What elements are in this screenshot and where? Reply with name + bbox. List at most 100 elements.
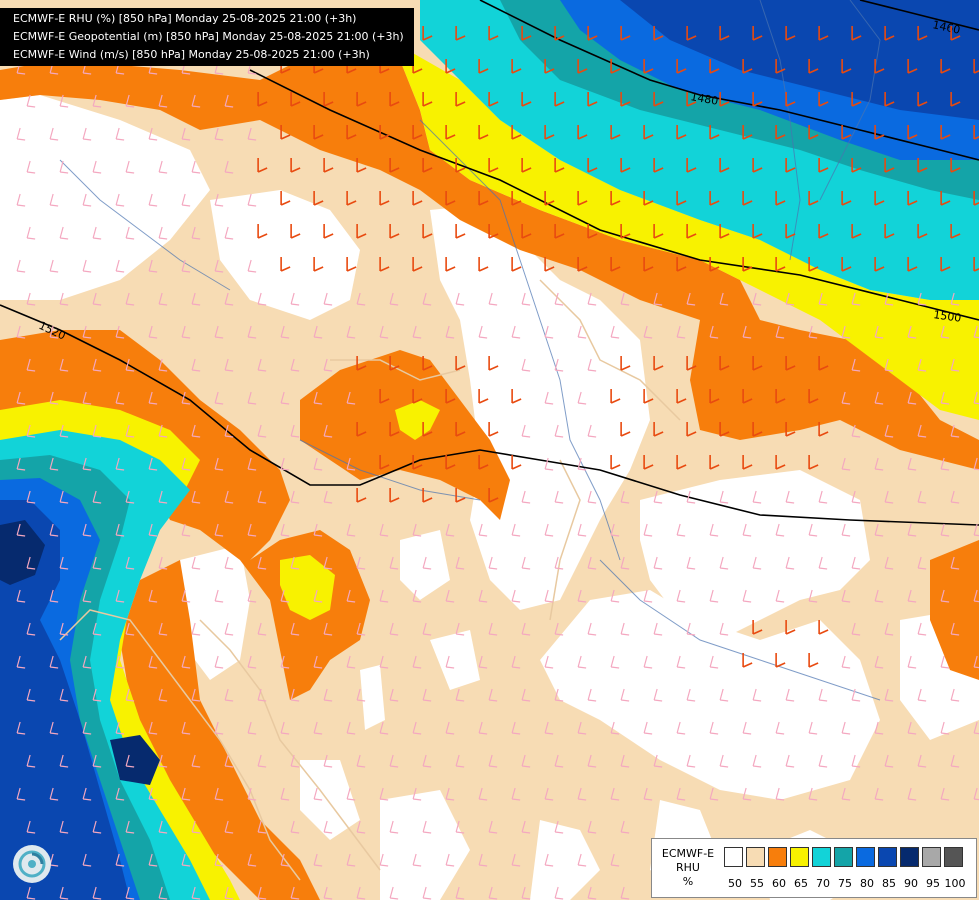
contour-label-1460: 1460 (931, 18, 961, 37)
wind-barb (950, 424, 960, 438)
wind-barb (115, 391, 125, 405)
wind-barb (158, 358, 168, 372)
wind-barb (191, 754, 201, 768)
wind-barb (257, 490, 267, 504)
wind-barb (445, 589, 455, 603)
wind-barb (719, 754, 729, 768)
wind-barb (224, 226, 234, 240)
wind-barb (587, 158, 598, 173)
wind-barb (92, 886, 102, 900)
wind-barb (125, 226, 135, 240)
wind-barb (280, 523, 290, 537)
wind-barb (247, 655, 257, 669)
wind-barb (379, 853, 389, 867)
title-line-wind: ECMWF-E Wind (m/s) [850 hPa] Monday 25-0… (13, 48, 370, 61)
wind-barb (59, 358, 69, 372)
wind-barb (973, 325, 979, 339)
wind-barb (818, 620, 829, 635)
wind-barb (676, 589, 686, 603)
map-title-box: ECMWF-E RHU (%) [850 hPa] Monday 25-08-2… (0, 8, 414, 66)
wind-barb (422, 158, 433, 173)
wind-barb (808, 389, 819, 404)
wind-barb (511, 787, 521, 801)
wind-barb (16, 589, 26, 603)
wind-barb (785, 754, 795, 768)
wind-barb (917, 622, 927, 636)
wind-barb (686, 422, 697, 437)
wind-barb (620, 688, 630, 702)
wind-barb (775, 653, 786, 668)
wind-barb (115, 259, 125, 273)
wind-barb (719, 688, 729, 702)
wind-barb (884, 26, 895, 41)
wind-barb (59, 622, 69, 636)
wind-barb (379, 523, 389, 537)
wind-barb (785, 26, 796, 41)
wind-barb (521, 820, 531, 834)
wind-barb (577, 721, 587, 735)
legend-swatch (834, 847, 853, 867)
wind-barb (884, 224, 895, 239)
wind-barb (521, 92, 532, 107)
legend-tick-label: 75 (838, 877, 852, 890)
legend-swatch (944, 847, 963, 867)
wind-barb (389, 622, 399, 636)
wind-barb (785, 158, 796, 173)
wind-barb (346, 853, 356, 867)
wind-barb (775, 787, 785, 801)
wind-barb (554, 886, 564, 900)
wind-barb (587, 358, 597, 372)
wind-barb (554, 158, 565, 173)
wind-barb (49, 787, 59, 801)
wind-barb (577, 655, 587, 669)
wind-barb (280, 125, 291, 140)
wind-barb (379, 655, 389, 669)
wind-barb (554, 26, 565, 41)
wind-barb (49, 127, 59, 141)
wind-barb (478, 721, 488, 735)
wind-barb (148, 787, 158, 801)
wind-barb (940, 457, 950, 471)
wind-barb (785, 92, 796, 107)
wind-barb (676, 257, 687, 272)
wind-barb (719, 622, 729, 636)
wind-barb (742, 59, 753, 74)
wind-barb (544, 59, 555, 74)
wind-barb (785, 620, 796, 635)
wind-barb (884, 92, 895, 107)
wind-barb (940, 325, 950, 339)
wind-barb (125, 94, 135, 108)
wind-barb (488, 422, 499, 437)
wind-barb (181, 193, 191, 207)
wind-barb (709, 589, 719, 603)
wind-barb (422, 292, 432, 306)
color-legend: ECMWF-E RHU % 50 55 60 65 70 75 80 85 90 95 100 (651, 838, 977, 898)
wind-barb (257, 292, 267, 306)
wind-barb (653, 158, 664, 173)
wind-barb (455, 422, 466, 437)
legend-tick-label: 65 (794, 877, 808, 890)
wind-barb (874, 59, 885, 74)
wind-barb (752, 92, 763, 107)
wind-barb (808, 325, 818, 339)
wind-barb (49, 655, 59, 669)
wind-barb (313, 721, 323, 735)
wind-barb (92, 556, 102, 570)
wind-barb (950, 490, 960, 504)
wind-barb (379, 589, 389, 603)
wind-barb (950, 556, 960, 570)
wind-barb (323, 556, 333, 570)
legend-tick-label: 90 (904, 877, 918, 890)
wind-barb (389, 92, 400, 107)
wind-barb (752, 224, 763, 239)
wind-barb (26, 490, 36, 504)
wind-barb (643, 59, 654, 74)
wind-barb (257, 886, 267, 900)
wind-barb (808, 787, 818, 801)
wind-barb (478, 125, 489, 140)
wind-barb (379, 257, 390, 272)
wind-barb (16, 193, 26, 207)
wind-barb (181, 325, 191, 339)
wind-barb (818, 688, 828, 702)
wind-barb (653, 292, 663, 306)
